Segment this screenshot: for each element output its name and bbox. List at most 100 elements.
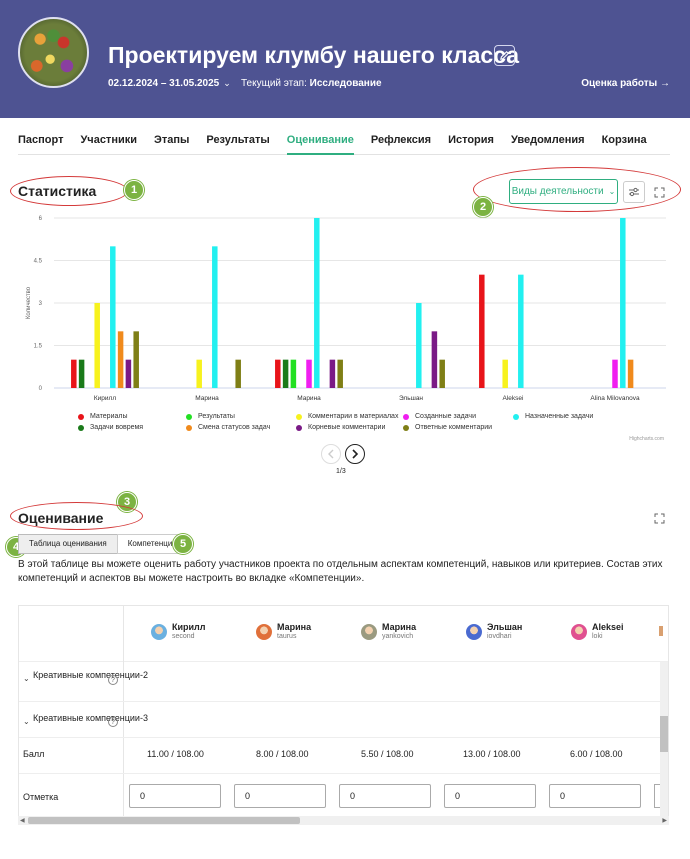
rating-subtabs: Таблица оценивания Компетенции	[18, 534, 188, 554]
legend-label: Смена статусов задач	[198, 424, 271, 431]
tab-passport[interactable]: Паспорт	[18, 134, 64, 146]
rating-description: В этой таблице вы можете оценить работу …	[18, 559, 663, 584]
chart-credits[interactable]: Highcharts.com	[629, 436, 664, 442]
participant-header[interactable]: Марина taurus	[256, 622, 311, 640]
participant-login: second	[172, 633, 195, 640]
pager-next-button[interactable]	[345, 444, 365, 464]
bar	[282, 359, 289, 388]
competency-group-label: Креативные компетенции-2	[33, 670, 148, 680]
y-tick-label: 0	[39, 386, 43, 392]
tab-notifications[interactable]: Уведомления	[510, 134, 585, 146]
tab-participants[interactable]: Участники	[80, 134, 137, 146]
legend-item[interactable]: Смена статусов задач	[186, 424, 270, 431]
chevron-down-icon[interactable]: ⌄	[23, 717, 30, 726]
scroll-left-arrow-icon[interactable]: ◀	[20, 818, 25, 824]
bar	[71, 359, 77, 388]
bar	[275, 359, 281, 388]
scroll-right-arrow-icon[interactable]: ▶	[662, 818, 667, 824]
legend-item[interactable]: Ответные комментарии	[403, 424, 492, 431]
bar	[212, 246, 218, 388]
fullscreen-table-button[interactable]	[648, 507, 670, 529]
y-axis-label: Количество	[26, 286, 32, 319]
bar	[78, 359, 85, 388]
help-icon[interactable]: ?	[108, 717, 118, 727]
bar	[620, 218, 626, 388]
grade-input[interactable]: 0	[444, 784, 536, 808]
participant-name: Эльшан	[487, 622, 523, 632]
project-title: Проектируем клумбу нашего класса	[108, 42, 520, 68]
chevron-down-icon: ⌄	[608, 187, 616, 196]
legend-item[interactable]: Корневые комментарии	[296, 424, 385, 431]
legend-label: Ответные комментарии	[415, 424, 493, 431]
bar	[416, 303, 422, 388]
bar	[479, 274, 485, 388]
rating-table: Кирилл second Марина taurus Марина yanko…	[18, 605, 669, 825]
legend-item[interactable]: Комментарии в материалах	[296, 413, 398, 420]
table-divider	[123, 606, 124, 824]
vertical-scrollbar-thumb[interactable]	[660, 716, 668, 752]
score-value: 8.00 / 108.00	[256, 749, 309, 759]
avatar	[466, 624, 482, 640]
chart-settings-button[interactable]	[623, 181, 645, 203]
legend-label: Корневые комментарии	[308, 424, 386, 431]
project-dates[interactable]: 02.12.2024 – 31.05.2025 ⌄	[108, 78, 231, 89]
chevron-right-icon	[352, 449, 359, 459]
fullscreen-chart-button[interactable]	[648, 181, 670, 203]
participant-name: Aleksei	[592, 622, 624, 632]
horizontal-scrollbar-thumb[interactable]	[28, 817, 300, 824]
tab-history[interactable]: История	[448, 134, 494, 146]
tab-evaluation[interactable]: Оценивание	[286, 133, 354, 155]
grade-input[interactable]: 0	[129, 784, 221, 808]
legend-item[interactable]: Созданные задачи	[403, 413, 476, 420]
grade-input[interactable]: 0	[234, 784, 326, 808]
bar	[306, 359, 312, 388]
participant-header[interactable]: Эльшан iovdhari	[466, 622, 522, 640]
participant-header[interactable]: Марина yankovich	[361, 622, 416, 640]
legend-item[interactable]: Задачи вовремя	[78, 424, 143, 431]
score-row-label: Балл	[23, 749, 45, 759]
chevron-down-icon[interactable]: ⌄	[23, 674, 30, 683]
table-header	[19, 606, 668, 662]
horizontal-scrollbar[interactable]: ◀ ▶	[18, 816, 669, 825]
stage-value: Исследование	[309, 78, 382, 89]
bar	[125, 359, 132, 388]
subtab-rating-table[interactable]: Таблица оценивания	[18, 534, 118, 554]
legend-marker	[296, 424, 302, 431]
bar	[196, 359, 202, 388]
grade-row-label: Отметка	[23, 792, 59, 802]
tab-results[interactable]: Результаты	[206, 134, 270, 146]
y-tick-label: 4.5	[34, 259, 43, 265]
help-icon[interactable]: ?	[108, 675, 118, 685]
pager-prev-button[interactable]	[321, 444, 341, 464]
grade-input-partial[interactable]	[654, 784, 662, 808]
legend-marker	[186, 413, 192, 420]
participant-header[interactable]: Кирилл second	[151, 622, 206, 640]
tab-stages[interactable]: Этапы	[154, 134, 190, 146]
bar	[235, 359, 241, 388]
current-stage: Текущий этап: Исследование	[241, 78, 382, 89]
grade-input[interactable]: 0	[339, 784, 431, 808]
avatar	[151, 624, 167, 640]
edit-title-button[interactable]	[494, 45, 515, 66]
annotation-badge: 5	[173, 534, 193, 554]
participant-login: loki	[592, 633, 603, 640]
legend-item[interactable]: Назначенные задачи	[513, 413, 593, 420]
x-tick-label: Марина	[297, 395, 321, 402]
activity-types-dropdown[interactable]: Виды деятельности ⌄	[509, 179, 618, 204]
grade-input[interactable]: 0	[549, 784, 641, 808]
tab-trash[interactable]: Корзина	[601, 134, 647, 146]
participant-header[interactable]: Aleksei loki	[571, 622, 624, 640]
project-tabs: Паспорт Участники Этапы Результаты Оцени…	[18, 133, 670, 155]
legend-item[interactable]: Результаты	[186, 413, 235, 420]
bar	[329, 359, 336, 388]
y-tick-label: 6	[39, 216, 43, 222]
rating-title: Оценивание	[18, 510, 104, 526]
legend-item[interactable]: Материалы	[78, 413, 127, 420]
tab-reflection[interactable]: Рефлексия	[370, 134, 432, 146]
y-tick-label: 3	[39, 301, 43, 307]
legend-label: Комментарии в материалах	[308, 413, 399, 420]
subtab-competencies[interactable]: Компетенции	[116, 534, 188, 554]
annotation-badge: 2	[473, 197, 493, 217]
evaluation-link[interactable]: Оценка работы →	[581, 78, 670, 89]
statistics-title: Статистика	[18, 183, 97, 199]
